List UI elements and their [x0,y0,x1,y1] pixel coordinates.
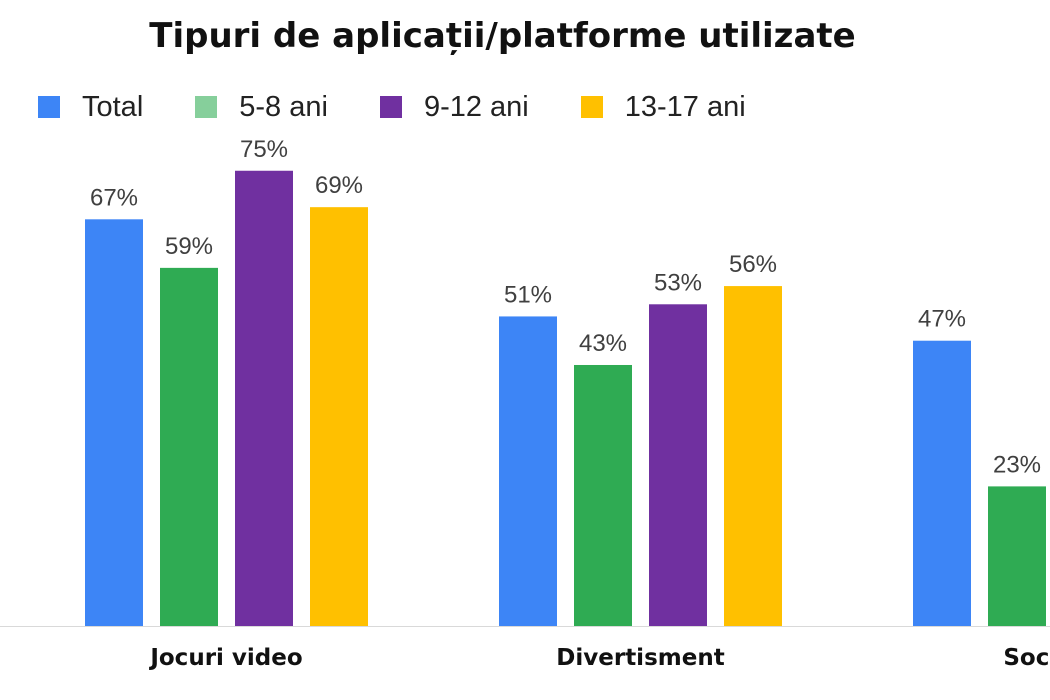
bar-divertisment-13-17-ani [724,286,782,626]
category-label-divertisment: Divertisment [556,645,724,671]
data-label-divertisment-total: 51% [504,281,552,308]
bar-jocuri-video-total [85,219,143,626]
data-label-jocuri-video-9-12-ani: 75% [240,136,288,163]
legend-label-5-8: 5-8 ani [239,90,328,123]
legend-swatch-5-8 [195,96,218,118]
data-label-social-r-5-8-ani: 23% [993,451,1041,478]
legend-item-13-17: 13-17 ani [580,90,746,124]
legend: Total 5-8 ani 9-12 ani 13-17 ani [38,86,798,128]
bar-jocuri-video-5-8-ani [160,267,218,626]
legend-item-9-12: 9-12 ani [379,90,529,124]
bar-jocuri-video-13-17-ani [310,207,368,627]
chart-title: Tipuri de aplicații/platforme utilizate [149,16,856,56]
bar-divertisment-9-12-ani [649,304,707,626]
legend-swatch-13-17 [580,96,603,118]
legend-swatch-9-12 [379,96,402,118]
legend-swatch-total [38,96,60,118]
bar-social-r-total [913,340,971,626]
category-label-social-r: Social r [1003,645,1050,671]
bar-social-r-5-8-ani [988,486,1046,626]
bar-jocuri-video-9-12-ani [235,170,293,626]
data-label-social-r-total: 47% [918,306,966,333]
legend-label-total: Total [82,90,144,123]
category-label-jocuri-video: Jocuri video [148,645,302,671]
legend-label-13-17: 13-17 ani [624,90,746,123]
legend-item-5-8: 5-8 ani [195,91,328,124]
legend-item-total: Total [38,91,143,124]
data-label-jocuri-video-total: 67% [90,184,138,211]
bar-divertisment-total [499,316,557,626]
data-label-divertisment-13-17-ani: 56% [729,251,777,278]
data-label-divertisment-9-12-ani: 53% [654,269,702,296]
data-label-divertisment-5-8-ani: 43% [579,330,627,357]
bar-divertisment-5-8-ani [574,364,632,626]
data-label-jocuri-video-5-8-ani: 59% [165,233,213,260]
data-label-jocuri-video-13-17-ani: 69% [315,172,363,199]
legend-label-9-12: 9-12 ani [423,90,529,123]
